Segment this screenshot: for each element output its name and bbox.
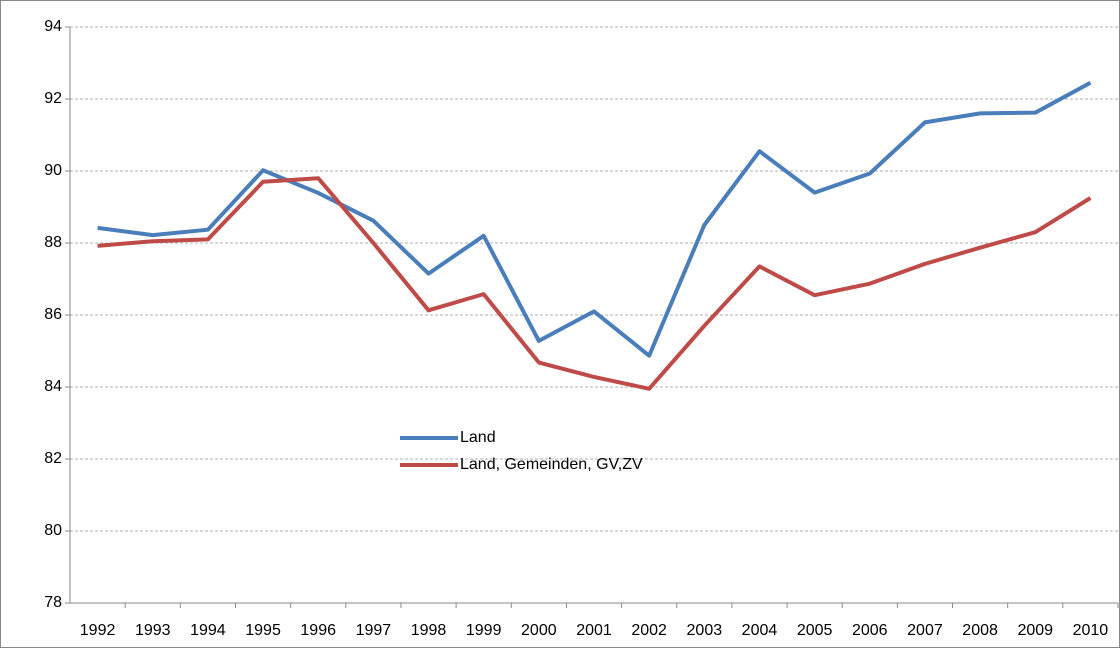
x-tick-label: 1993 [135,622,171,639]
legend-label: Land [460,429,496,446]
y-tick-label: 92 [44,90,62,107]
y-tick-label: 88 [44,234,62,251]
x-tick-label: 1998 [411,622,447,639]
x-tick-label: 2004 [742,622,778,639]
x-tick-label: 1996 [300,622,336,639]
x-tick-label: 2007 [907,622,943,639]
x-tick-label: 2002 [631,622,667,639]
legend-label: Land, Gemeinden, GV,ZV [460,456,643,473]
x-tick-label: 2008 [962,622,998,639]
x-tick-label: 1995 [245,622,281,639]
x-tick-label: 2010 [1073,622,1109,639]
x-tick-label: 2000 [521,622,557,639]
x-tick-label: 2009 [1017,622,1053,639]
x-tick-label: 2001 [576,622,612,639]
y-tick-label: 86 [44,306,62,323]
y-tick-label: 82 [44,450,62,467]
x-tick-label: 1992 [80,622,116,639]
x-tick-label: 1994 [190,622,226,639]
x-tick-label: 2005 [797,622,833,639]
series-line [97,81,1092,358]
y-tick-label: 80 [44,522,62,539]
y-tick-label: 84 [44,378,62,395]
series-line [97,176,1092,391]
x-tick-label: 1999 [466,622,502,639]
x-tick-label: 2006 [852,622,888,639]
x-tick-label: 2003 [687,622,723,639]
y-tick-label: 90 [44,162,62,179]
y-tick-label: 94 [44,18,62,35]
x-tick-label: 1997 [356,622,392,639]
y-tick-label: 78 [44,594,62,611]
